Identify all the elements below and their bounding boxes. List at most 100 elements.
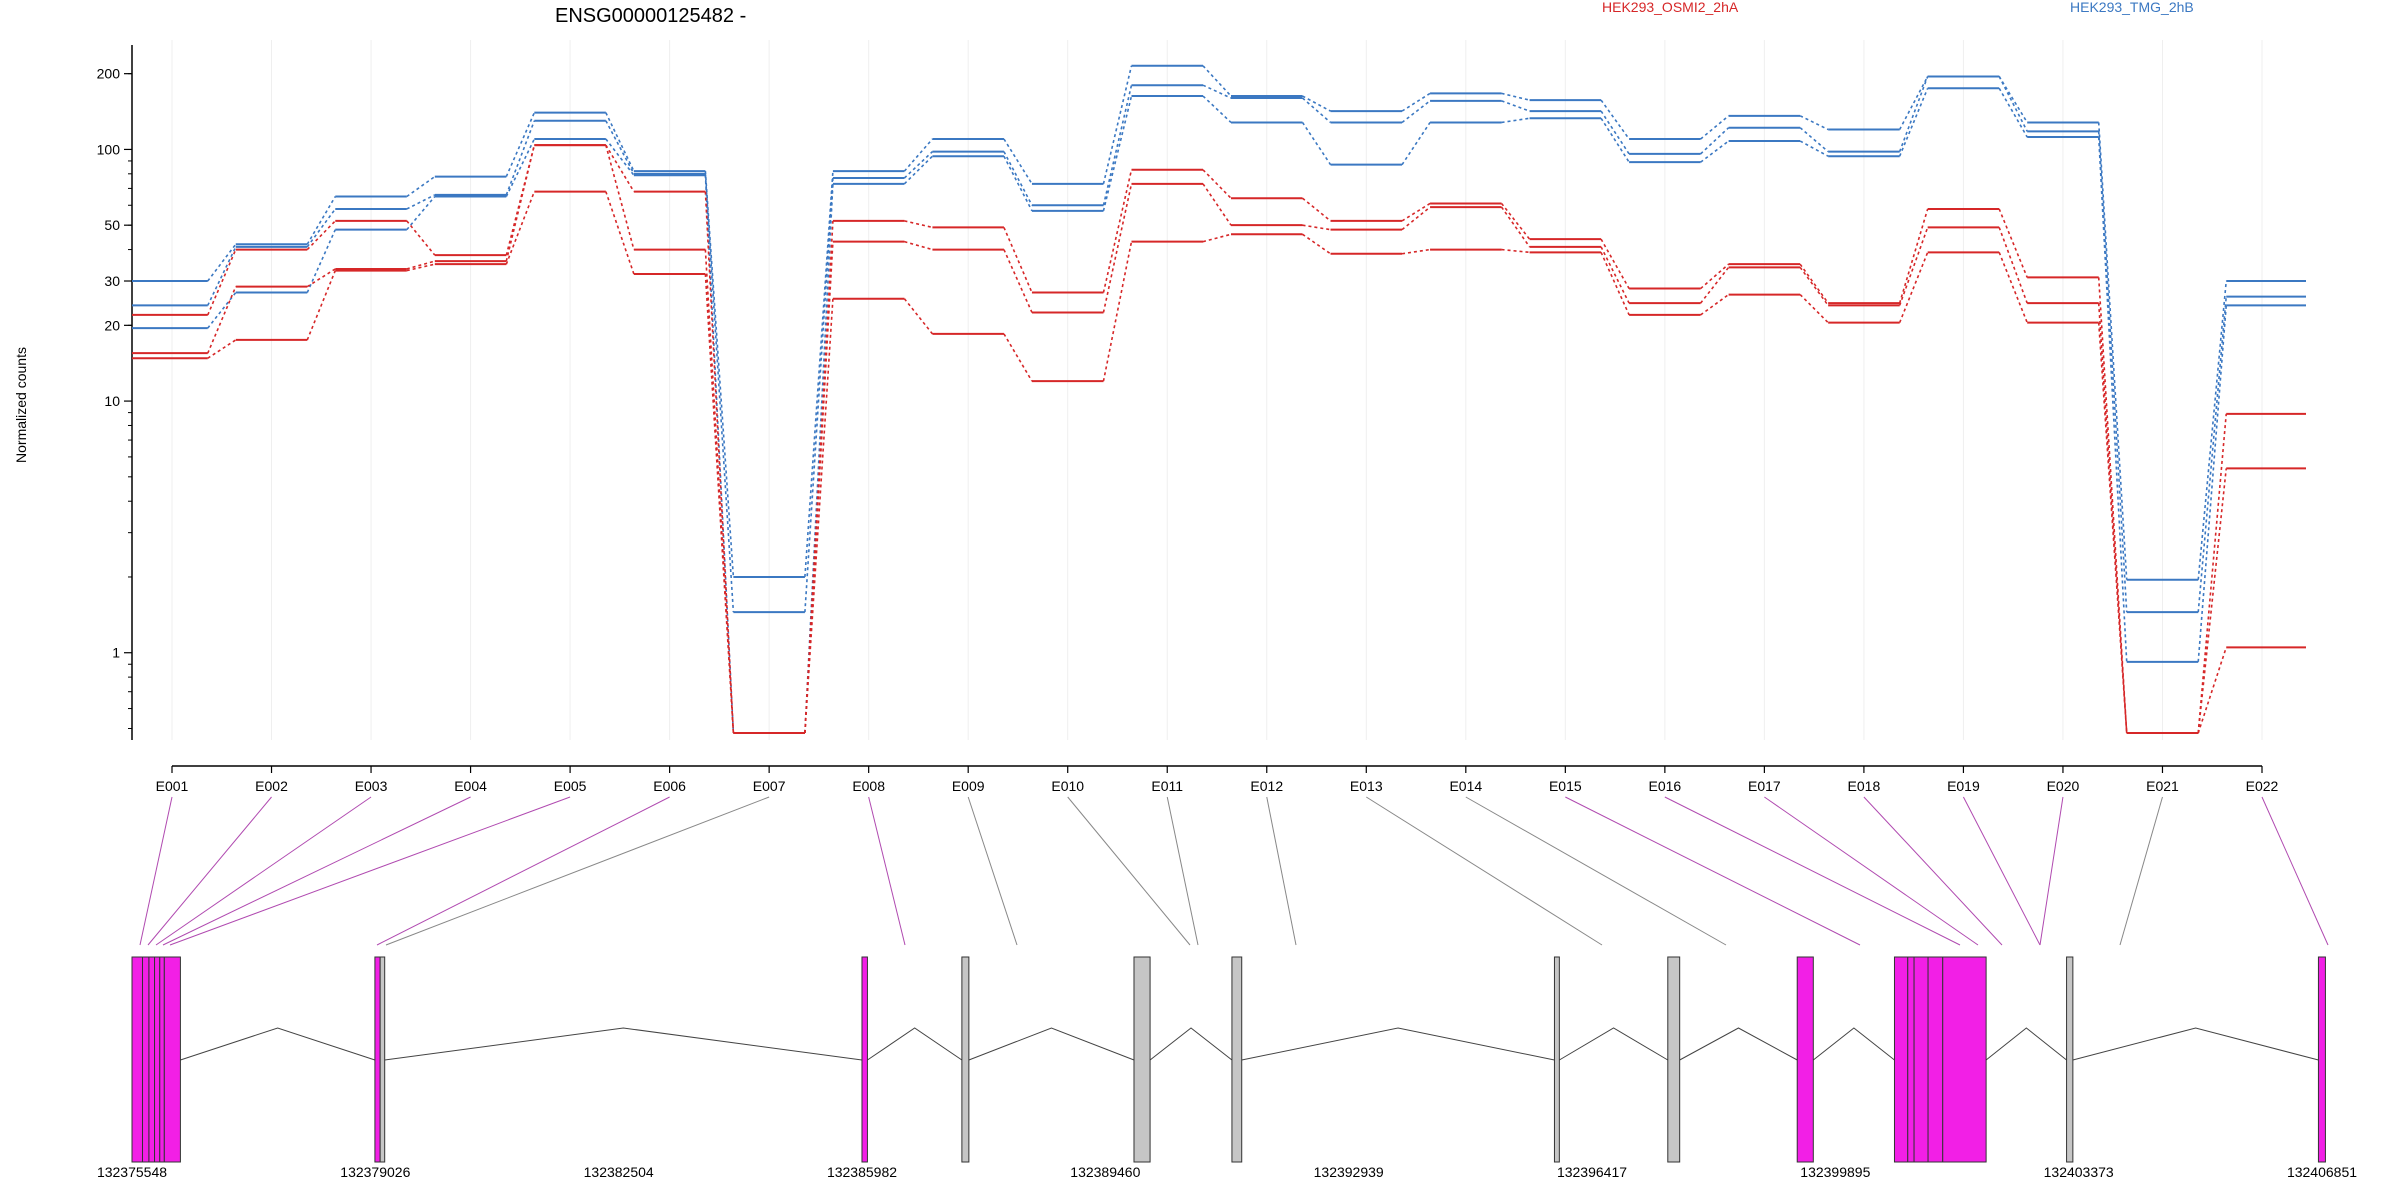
exon-box <box>1893 956 1909 1163</box>
intron-line <box>968 1027 1135 1061</box>
series-HEK293_OSMI2_2hA <box>132 144 2306 734</box>
y-tick-label: 20 <box>104 317 120 333</box>
exon-label: E009 <box>952 778 985 794</box>
exon-label: E008 <box>852 778 885 794</box>
y-tick-label: 100 <box>97 141 121 157</box>
series-transition <box>1700 115 1730 140</box>
genomic-coordinate-label: 132375548 <box>97 1164 167 1180</box>
exon-box <box>1667 956 1681 1163</box>
series-transition <box>1302 224 1331 231</box>
exon-connector <box>169 796 571 946</box>
exon-box <box>131 956 143 1163</box>
series-transition <box>1799 127 1829 153</box>
series-transition <box>1202 169 1232 199</box>
exon-label: E004 <box>454 778 487 794</box>
series-transition <box>207 286 237 354</box>
series-transition <box>1898 76 1929 152</box>
intron-line <box>1149 1027 1233 1061</box>
series-transition <box>804 171 834 578</box>
series-transition <box>1700 140 1730 163</box>
exon-label: E007 <box>753 778 786 794</box>
genomic-coordinate-label: 132406851 <box>2287 1164 2357 1180</box>
exon-box <box>1913 956 1929 1163</box>
exon-connector <box>162 796 471 946</box>
exon-box <box>1553 956 1560 1163</box>
series-transition <box>2197 305 2228 662</box>
series-transition <box>1202 65 1232 97</box>
exon-label: E014 <box>1449 778 1482 794</box>
series-transition <box>1600 238 1630 289</box>
series-transition <box>1600 252 1630 316</box>
exon-label: E005 <box>554 778 587 794</box>
series-transition <box>1600 99 1630 140</box>
exon-box <box>2066 956 2074 1163</box>
exon-box <box>154 956 161 1163</box>
gene-model: 132375548 132379026 132382504 132385982 1323… <box>97 956 2357 1180</box>
exon-connector <box>1266 796 1297 946</box>
exon-label: E017 <box>1748 778 1781 794</box>
series-transition <box>1401 248 1431 255</box>
series-transition <box>1799 115 1829 131</box>
y-axis-label: Normalized counts <box>13 347 29 463</box>
exon-connector <box>1067 796 1191 946</box>
exon-box <box>148 956 156 1163</box>
exon-connector <box>2261 796 2329 946</box>
series-transition <box>1202 233 1232 243</box>
legend-osmi2: HEK293_OSMI2_2hA <box>1602 0 1739 15</box>
exon-label: E016 <box>1649 778 1682 794</box>
exon-label: E003 <box>355 778 388 794</box>
series-transition <box>406 260 436 270</box>
series-transition <box>1401 92 1431 112</box>
series-transition <box>505 191 536 265</box>
series-transition <box>1998 227 2028 304</box>
series-transition <box>605 138 635 176</box>
series-transition <box>1898 227 1929 306</box>
series-transition <box>1799 266 1829 306</box>
exon-box <box>1942 956 1987 1163</box>
intron-line <box>2072 1027 2319 1061</box>
series-transition <box>1898 87 1929 157</box>
genomic-coordinate-label: 132403373 <box>2044 1164 2114 1180</box>
exon-connector <box>1366 796 1603 946</box>
series-transition <box>1003 155 1033 212</box>
intron-line <box>384 1027 863 1061</box>
series-transition <box>2197 280 2228 580</box>
series-transition <box>1102 241 1133 382</box>
series-transition <box>505 144 536 262</box>
series-transition <box>904 240 933 251</box>
series-transition <box>704 273 735 733</box>
series-transition <box>406 175 436 198</box>
exon-label: E020 <box>2047 778 2080 794</box>
exon-connector <box>868 796 906 946</box>
series-transition <box>1501 248 1530 254</box>
exon-box <box>1231 956 1243 1163</box>
exon-box <box>374 956 381 1163</box>
exon-label: E022 <box>2246 778 2279 794</box>
series-transition <box>1898 76 1929 130</box>
intron-line <box>1985 1027 2067 1061</box>
intron-line <box>867 1027 963 1061</box>
series-transition <box>1401 122 1431 166</box>
series-transition <box>1799 263 1829 304</box>
series-transition <box>1003 249 1033 313</box>
series-transition <box>207 249 237 316</box>
genomic-coordinate-label: 132399895 <box>1800 1164 1870 1180</box>
exon-box <box>163 956 181 1163</box>
legend-tmg: HEK293_TMG_2hB <box>2070 0 2194 15</box>
exon-box <box>141 956 150 1163</box>
exon-label: E015 <box>1549 778 1582 794</box>
gridlines <box>171 40 2263 740</box>
genomic-coordinate-label: 132382504 <box>584 1164 654 1180</box>
exon-label: E018 <box>1848 778 1881 794</box>
exon-connector <box>139 796 173 946</box>
exon-box <box>2317 956 2326 1163</box>
series-transition <box>2097 322 2128 734</box>
series-HEK293_TMG_2hB <box>132 64 2306 581</box>
series-transition <box>804 298 834 733</box>
series-transition <box>505 120 536 196</box>
exon-connector <box>967 796 1018 946</box>
exon-label: E001 <box>156 778 189 794</box>
genomic-coordinate-label: 132389460 <box>1070 1164 1140 1180</box>
series-transition <box>1501 117 1530 124</box>
series-transition <box>2097 137 2128 662</box>
